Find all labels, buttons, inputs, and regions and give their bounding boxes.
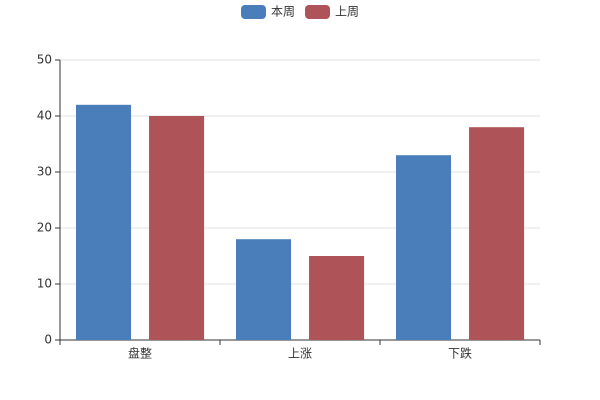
bar (236, 239, 292, 340)
bar (396, 155, 452, 340)
bar (309, 256, 365, 340)
legend-label[interactable]: 本周 (271, 5, 295, 19)
y-tick-label: 10 (37, 277, 52, 291)
x-tick-label: 下跌 (448, 346, 472, 361)
x-tick-label: 盘整 (128, 346, 152, 361)
bar (149, 116, 205, 340)
x-tick-label: 上涨 (288, 346, 312, 361)
y-tick-label: 40 (37, 109, 52, 123)
bar (76, 104, 132, 340)
bar (469, 127, 525, 340)
y-tick-label: 50 (37, 53, 52, 67)
legend-icon[interactable] (241, 5, 266, 19)
legend: 本周 上周 (241, 5, 359, 19)
y-tick-label: 0 (44, 333, 52, 347)
legend-label[interactable]: 上周 (335, 5, 359, 19)
y-tick-label: 20 (37, 221, 52, 235)
legend-icon[interactable] (305, 5, 331, 19)
y-tick-label: 30 (37, 165, 52, 179)
